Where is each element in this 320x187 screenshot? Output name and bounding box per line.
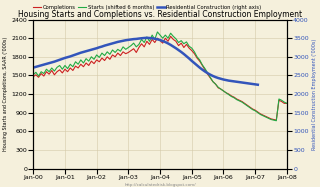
Line: Starts (shifted 6 months): Starts (shifted 6 months)	[33, 32, 287, 121]
Completions	[50, 69, 54, 72]
Starts (shifted 6 months)	[229, 95, 233, 98]
Residential Construction (right axis)	[206, 72, 210, 74]
Residential Construction (right axis)	[256, 84, 260, 86]
Completions	[229, 95, 233, 97]
Residential Construction (right axis)	[55, 60, 59, 62]
Starts (shifted 6 months)	[274, 120, 278, 122]
Completions	[97, 61, 101, 63]
Completions	[169, 35, 172, 37]
Starts (shifted 6 months)	[31, 74, 35, 76]
Completions	[158, 39, 162, 42]
Starts (shifted 6 months)	[156, 31, 159, 33]
Residential Construction (right axis)	[145, 37, 149, 39]
Residential Construction (right axis)	[31, 66, 35, 69]
Residential Construction (right axis)	[224, 79, 228, 81]
Title: Housing Starts and Completions vs. Residential Construction Employment: Housing Starts and Completions vs. Resid…	[18, 10, 302, 19]
Residential Construction (right axis)	[36, 65, 40, 67]
Text: http://calculatedrisk.blogspot.com/: http://calculatedrisk.blogspot.com/	[124, 183, 196, 187]
Completions	[179, 42, 183, 44]
Starts (shifted 6 months)	[285, 102, 289, 105]
Starts (shifted 6 months)	[39, 70, 43, 73]
Completions	[285, 102, 289, 105]
Starts (shifted 6 months)	[179, 39, 183, 42]
Y-axis label: Residential Construction Employment ('000s): Residential Construction Employment ('00…	[312, 38, 316, 150]
Line: Completions: Completions	[33, 36, 287, 120]
Y-axis label: Housing Starts and Completions, SAAR ('000s): Housing Starts and Completions, SAAR ('0…	[4, 37, 8, 151]
Residential Construction (right axis)	[140, 37, 143, 39]
Legend: Completions, Starts (shifted 6 months), Residential Construction (right axis): Completions, Starts (shifted 6 months), …	[31, 3, 264, 12]
Completions	[31, 76, 35, 78]
Completions	[274, 119, 278, 121]
Line: Residential Construction (right axis): Residential Construction (right axis)	[33, 38, 258, 85]
Starts (shifted 6 months)	[161, 37, 164, 39]
Starts (shifted 6 months)	[97, 56, 101, 59]
Residential Construction (right axis)	[42, 64, 46, 66]
Starts (shifted 6 months)	[50, 67, 54, 69]
Completions	[39, 72, 43, 75]
